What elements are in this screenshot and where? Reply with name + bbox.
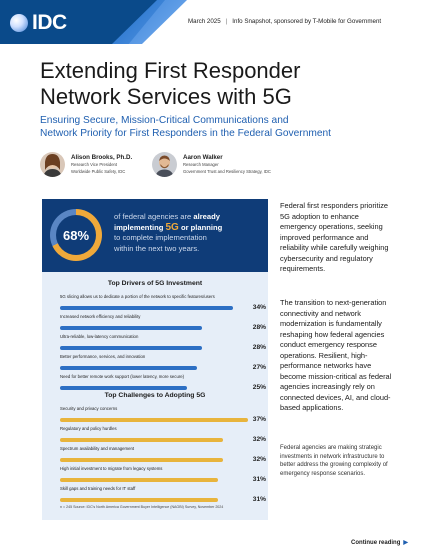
report-type: Info Snapshot, sponsored by T-Mobile for… <box>232 18 382 25</box>
drivers-value: 27% <box>252 364 266 371</box>
idc-logo: IDC <box>10 11 67 35</box>
body-paragraph-1: Federal first responders prioritize 5G a… <box>280 201 389 273</box>
challenges-label: Security and privacy concerns <box>60 406 118 411</box>
challenges-label: Regulatory and policy hurdles <box>60 426 117 431</box>
drivers-row: 5G slicing allows us to dedicate a porti… <box>60 294 266 312</box>
body-paragraph-2: The transition to next-generation connec… <box>280 298 392 412</box>
challenges-value: 31% <box>252 476 266 483</box>
drivers-row: Increased network efficiency and reliabi… <box>60 314 266 332</box>
drivers-row: Better performance, services, and innova… <box>60 354 266 372</box>
author-1-dept: Worldwide Public Safety, IDC <box>71 169 126 174</box>
author-2-avatar <box>152 152 177 177</box>
author-1-name: Alison Brooks, Ph.D. <box>71 154 133 161</box>
challenges-label: High initial investment to migrate from … <box>60 466 163 471</box>
challenges-row: Regulatory and policy hurdles 32% <box>60 426 266 444</box>
stat-banner: 68% of federal agencies are already impl… <box>42 199 268 272</box>
drivers-bar <box>60 306 233 310</box>
author-2-dept: Government Trust and Resiliency Strategy… <box>183 169 271 174</box>
arrow-right-icon: ▶ <box>403 540 408 546</box>
challenges-bar <box>60 418 248 422</box>
challenges-row: Spectrum availability and management 32% <box>60 446 266 464</box>
drivers-bar <box>60 366 197 370</box>
drivers-row: Need for better remote work support (low… <box>60 374 266 392</box>
author-1: Alison Brooks, Ph.D. Research Vice Presi… <box>40 152 132 177</box>
challenges-bar <box>60 438 223 442</box>
challenges-row: Security and privacy concerns 37% <box>60 406 266 424</box>
drivers-label: Better performance, services, and innova… <box>60 354 146 359</box>
page-subtitle: Ensuring Secure, Mission-Critical Commun… <box>40 115 332 139</box>
challenges-value: 31% <box>252 496 266 503</box>
challenges-label: Skill gaps and training needs for IT sta… <box>60 486 136 491</box>
drivers-value: 34% <box>252 304 266 311</box>
drivers-label: Increased network efficiency and reliabi… <box>60 314 141 319</box>
challenges-title: Top Challenges to Adopting 5G <box>104 392 206 399</box>
source-note: n = 245 Source: IDC's North America Gove… <box>60 505 224 509</box>
drivers-title: Top Drivers of 5G Investment <box>107 280 203 287</box>
report-date: March 2025 <box>188 18 221 25</box>
author-1-role: Research Vice President <box>71 162 118 167</box>
challenges-value: 32% <box>252 436 266 443</box>
challenges-row: High initial investment to migrate from … <box>60 466 266 484</box>
drivers-bar <box>60 346 202 350</box>
author-1-avatar <box>40 152 65 177</box>
challenges-bar <box>60 478 218 482</box>
drivers-value: 28% <box>252 344 266 351</box>
report-info: March 2025 | Info Snapshot, sponsored by T… <box>188 18 382 25</box>
stat-description: of federal agencies are already implemen… <box>114 212 223 253</box>
body-paragraph-3: Federal agencies are making strategic in… <box>280 445 388 477</box>
drivers-label: Ultra-reliable, low-latency communicatio… <box>60 334 139 339</box>
challenges-value: 32% <box>252 456 266 463</box>
infographic-panel: 68% of federal agencies are already impl… <box>42 199 268 520</box>
drivers-label: Need for better remote work support (low… <box>60 374 185 379</box>
drivers-bar <box>60 326 202 330</box>
challenges-bar <box>60 458 223 462</box>
author-2-name: Aaron Walker <box>183 154 223 161</box>
author-2-role: Research Manager <box>183 162 219 167</box>
drivers-bar <box>60 386 187 390</box>
challenges-row: Skill gaps and training needs for IT sta… <box>60 486 266 504</box>
challenges-label: Spectrum availability and management <box>60 446 135 451</box>
idc-logo-icon <box>10 14 28 32</box>
drivers-row: Ultra-reliable, low-latency communicatio… <box>60 334 266 352</box>
drivers-value: 28% <box>252 324 266 331</box>
stat-value: 68% <box>56 215 96 255</box>
challenges-bar <box>60 498 218 502</box>
logo-text: IDC <box>32 11 67 34</box>
page-title: Extending First Responder Network Servic… <box>40 58 301 109</box>
drivers-value: 25% <box>252 384 266 391</box>
stat-ring: 68% <box>50 209 102 261</box>
drivers-label: 5G slicing allows us to dedicate a porti… <box>60 294 215 299</box>
challenges-value: 37% <box>252 416 266 423</box>
author-2: Aaron Walker Research Manager Government… <box>152 152 271 177</box>
page-header: IDC March 2025 | Info Snapshot, sponsored … <box>0 0 428 44</box>
continue-reading-label: Continue reading <box>351 540 401 546</box>
continue-reading-link[interactable]: Continue reading ▶ <box>351 539 408 546</box>
